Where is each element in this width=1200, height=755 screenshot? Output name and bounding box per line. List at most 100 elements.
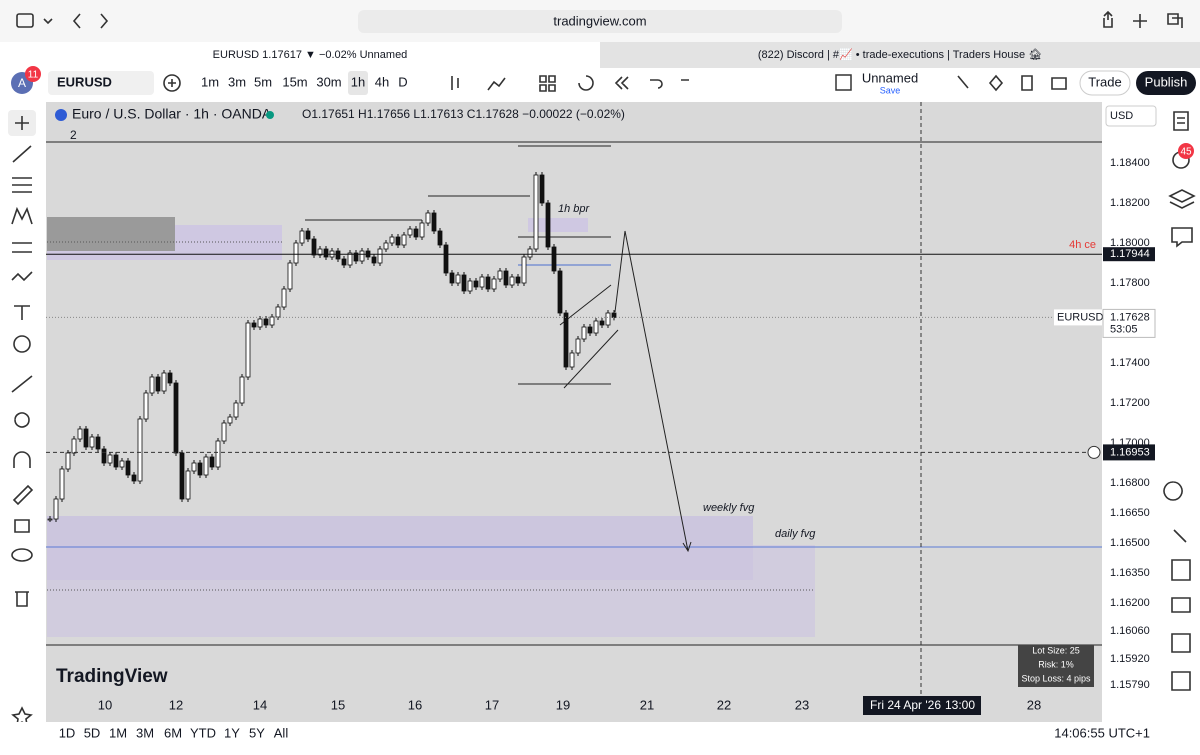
tab[interactable] bbox=[600, 42, 1200, 68]
candle bbox=[125, 460, 131, 476]
timeframe[interactable]: 30m bbox=[316, 74, 341, 89]
currency: USD bbox=[1110, 110, 1133, 122]
candle bbox=[335, 250, 341, 260]
level-label: 1.17944 bbox=[1110, 248, 1150, 260]
x-tick-label: 21 bbox=[640, 697, 654, 712]
timeframe[interactable]: 15m bbox=[282, 74, 307, 89]
candle bbox=[227, 416, 233, 424]
alerts-count: 45 bbox=[1180, 147, 1192, 158]
tab-title: (822) Discord | #📈 • trade-executions | … bbox=[758, 48, 1042, 61]
candle bbox=[209, 456, 215, 468]
candle bbox=[455, 274, 461, 284]
candle bbox=[293, 242, 299, 264]
candle bbox=[407, 228, 413, 236]
candle bbox=[95, 436, 101, 450]
save[interactable]: Save bbox=[880, 85, 901, 95]
url-field[interactable] bbox=[358, 10, 842, 33]
candle bbox=[395, 236, 401, 246]
candle bbox=[149, 376, 155, 394]
y-tick-label: 1.16060 bbox=[1110, 625, 1150, 637]
candle bbox=[299, 230, 305, 244]
trade-button[interactable] bbox=[1079, 70, 1131, 96]
range[interactable]: 1Y bbox=[224, 725, 240, 740]
candle bbox=[491, 278, 497, 290]
layout-name[interactable]: Unnamed bbox=[862, 70, 918, 85]
url: tradingview.com bbox=[553, 13, 646, 28]
candle bbox=[155, 376, 161, 392]
x-tick-label: 14 bbox=[253, 697, 267, 712]
y-tick-label: 1.15790 bbox=[1110, 679, 1150, 691]
currency-select[interactable] bbox=[1105, 105, 1157, 127]
sidebar-icons bbox=[1163, 111, 1196, 691]
range[interactable]: 3M bbox=[136, 725, 154, 740]
tab-active[interactable] bbox=[0, 42, 600, 68]
candle bbox=[251, 322, 257, 328]
candle bbox=[599, 320, 605, 326]
range[interactable]: 5D bbox=[84, 725, 101, 740]
y-tick-label: 1.16350 bbox=[1110, 567, 1150, 579]
candle bbox=[527, 248, 533, 258]
candle bbox=[521, 256, 527, 284]
toolbar bbox=[0, 68, 1200, 100]
y-tick-label: 1.17800 bbox=[1110, 277, 1150, 289]
candle bbox=[257, 318, 263, 328]
browser-icons bbox=[16, 10, 1183, 29]
market-status bbox=[266, 111, 274, 119]
candle bbox=[389, 236, 395, 244]
crosshair-label: 1.16953 bbox=[1110, 446, 1150, 458]
timeframe[interactable]: 5m bbox=[254, 74, 272, 89]
candle bbox=[239, 376, 245, 404]
candle bbox=[473, 280, 479, 288]
timeframe[interactable]: D bbox=[398, 74, 407, 89]
range[interactable]: All bbox=[274, 725, 289, 740]
symbol-search[interactable] bbox=[48, 71, 154, 95]
candle bbox=[581, 326, 587, 340]
candle bbox=[245, 322, 251, 378]
legend-title: Euro / U.S. Dollar · 1h · OANDA bbox=[72, 106, 272, 122]
candle bbox=[311, 238, 317, 256]
timeframe-active bbox=[348, 71, 368, 95]
candle bbox=[449, 272, 455, 284]
avatar-letter: A bbox=[18, 76, 26, 90]
daily-fvg-zone bbox=[47, 545, 815, 637]
range[interactable]: 5Y bbox=[249, 725, 265, 740]
candle bbox=[503, 270, 509, 286]
timeframe[interactable]: 4h bbox=[375, 74, 389, 89]
candle bbox=[551, 246, 557, 272]
candle bbox=[83, 428, 89, 448]
candle bbox=[485, 276, 491, 290]
bpr-zone bbox=[528, 218, 588, 232]
position-line: Lot Size: 25 bbox=[1032, 645, 1080, 655]
candle bbox=[59, 468, 65, 500]
candle bbox=[287, 262, 293, 290]
add-button[interactable] bbox=[1087, 445, 1101, 459]
candle bbox=[161, 372, 167, 392]
badge-count: 11 bbox=[28, 70, 39, 81]
crosshair-date-tag bbox=[863, 696, 981, 715]
range[interactable]: 6M bbox=[164, 725, 182, 740]
candle bbox=[77, 428, 83, 440]
drawing-tools bbox=[11, 116, 34, 727]
candle bbox=[377, 248, 383, 264]
range[interactable]: YTD bbox=[190, 725, 216, 740]
countdown: 53:05 bbox=[1110, 323, 1138, 335]
range[interactable]: 1D bbox=[59, 725, 76, 740]
position-line: Risk: 1% bbox=[1038, 659, 1074, 669]
timeframe[interactable]: 3m bbox=[228, 74, 246, 89]
annotation: weekly fvg bbox=[703, 502, 755, 514]
candle bbox=[419, 222, 425, 238]
x-tick-label: 15 bbox=[331, 697, 345, 712]
publish-button[interactable] bbox=[1136, 71, 1196, 95]
timeframe[interactable]: 1h bbox=[351, 74, 365, 89]
candle bbox=[71, 438, 77, 454]
candle bbox=[323, 248, 329, 258]
candle bbox=[53, 498, 59, 520]
symbol-label: EURUSD bbox=[1057, 311, 1104, 323]
y-tick-label: 1.16200 bbox=[1110, 597, 1150, 609]
candle bbox=[215, 440, 221, 468]
candle bbox=[275, 306, 281, 318]
y-tick-label: 1.18200 bbox=[1110, 197, 1150, 209]
range[interactable]: 1M bbox=[109, 725, 127, 740]
candle bbox=[233, 402, 239, 418]
timeframe[interactable]: 1m bbox=[201, 74, 219, 89]
